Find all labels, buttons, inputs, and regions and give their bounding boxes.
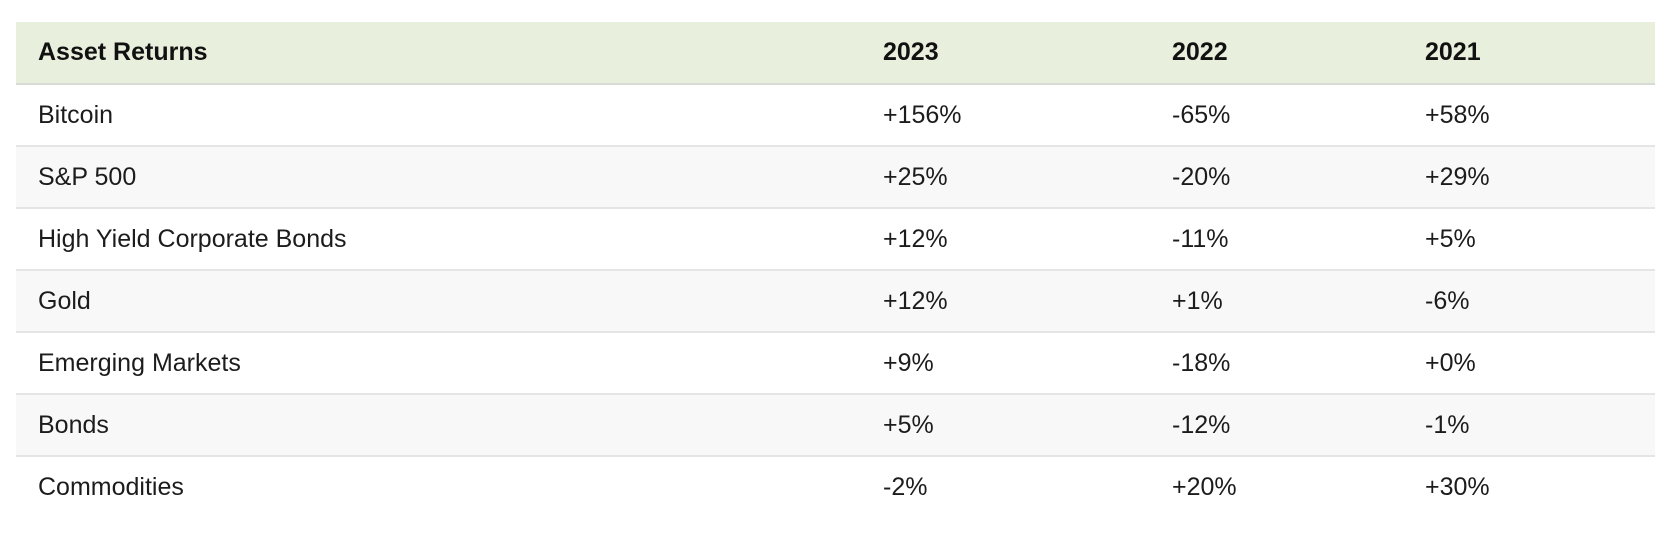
return-value: -12% [1150,394,1403,457]
table-header-row: Asset Returns 2023 2022 2021 [16,22,1655,85]
column-header-2022: 2022 [1150,22,1403,85]
return-value: +5% [1403,208,1655,271]
return-value: -2% [861,456,1150,518]
return-value: -1% [1403,394,1655,457]
table-row-bitcoin: Bitcoin +156% -65% +58% [16,84,1655,147]
return-value: -11% [1150,208,1403,271]
return-value: -20% [1150,146,1403,209]
asset-label: Bitcoin [16,84,861,147]
column-header-2023: 2023 [861,22,1150,85]
asset-label: S&P 500 [16,146,861,209]
table-row-emerging-markets: Emerging Markets +9% -18% +0% [16,332,1655,395]
return-value: +9% [861,332,1150,395]
asset-label: Gold [16,270,861,333]
asset-label: Commodities [16,456,861,518]
return-value: +29% [1403,146,1655,209]
table-row-sp500: S&P 500 +25% -20% +29% [16,146,1655,209]
return-value: +5% [861,394,1150,457]
asset-label: High Yield Corporate Bonds [16,208,861,271]
return-value: +12% [861,270,1150,333]
return-value: +156% [861,84,1150,147]
table-row-high-yield-corporate-bonds: High Yield Corporate Bonds +12% -11% +5% [16,208,1655,271]
asset-label: Emerging Markets [16,332,861,395]
table-row-bonds: Bonds +5% -12% -1% [16,394,1655,457]
asset-label: Bonds [16,394,861,457]
return-value: +1% [1150,270,1403,333]
table-row-gold: Gold +12% +1% -6% [16,270,1655,333]
table-row-commodities: Commodities -2% +20% +30% [16,456,1655,518]
return-value: -18% [1150,332,1403,395]
return-value: +20% [1150,456,1403,518]
return-value: +58% [1403,84,1655,147]
return-value: -6% [1403,270,1655,333]
return-value: +30% [1403,456,1655,518]
return-value: +25% [861,146,1150,209]
table-title: Asset Returns [16,22,861,85]
return-value: +0% [1403,332,1655,395]
asset-returns-table: Asset Returns 2023 2022 2021 Bitcoin +15… [16,22,1655,518]
return-value: +12% [861,208,1150,271]
return-value: -65% [1150,84,1403,147]
column-header-2021: 2021 [1403,22,1655,85]
